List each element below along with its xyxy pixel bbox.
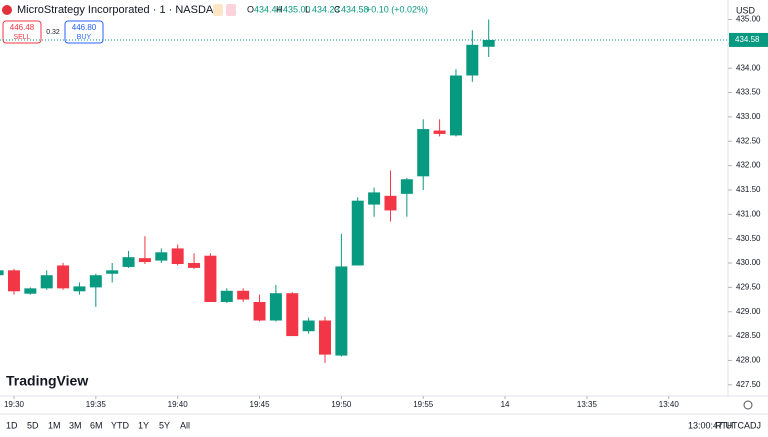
buy-button[interactable] [64,20,104,44]
candle-body [89,275,102,288]
ohlc-value: 434.23 [312,4,340,14]
candle-body [319,320,331,355]
ohlc-label: L [305,4,310,14]
candle-body [40,275,53,289]
price-label: 434.58 [735,35,760,44]
range-button[interactable]: All [180,420,190,430]
badge [213,4,223,16]
y-tick-label: 427.50 [736,380,761,389]
range-button[interactable]: 1D [6,420,18,430]
currency[interactable]: USD [736,5,756,15]
price-tag [729,32,768,47]
y-tick-label: 432.50 [736,136,761,145]
y-tick-label: 430.00 [736,258,761,267]
x-tick-label: 19:55 [413,400,434,409]
candle-body [188,263,201,268]
candle-body [286,293,299,337]
y-tick-label: 428.50 [736,331,761,340]
candle-body [449,75,462,136]
candle-body [7,270,20,292]
sell-price: 446.48 [10,23,35,32]
candle-body [433,130,446,134]
candle-body [106,270,119,274]
candle-body [482,39,495,47]
adj[interactable]: ADJ [744,420,761,430]
candle-body [368,192,381,205]
y-tick-label: 433.50 [736,88,761,97]
y-tick-label: 431.00 [736,209,761,218]
candle-body [122,257,135,267]
ohlc-value: 435.00 [283,4,311,14]
x-tick-label: 19:45 [250,400,271,409]
candle-body [384,195,397,211]
clock: 13:00:47 UTC [688,420,745,430]
range-button[interactable]: 1Y [138,420,149,430]
ohlc-label: C [334,4,341,14]
range-button[interactable]: 1M [48,420,61,430]
range-button[interactable]: 3M [69,420,82,430]
candle-body [73,286,86,292]
y-tick-label: 430.50 [736,234,761,243]
symbol: MicroStrategy Incorporated · 1 · NASDAQ [17,4,222,16]
ohlc-label: O [247,4,254,14]
buy-label: BUY [77,34,92,41]
y-tick-label: 435.00 [736,15,761,24]
y-tick-label: 433.00 [736,112,761,121]
x-tick-label: 14 [501,400,510,409]
symbol-icon [2,5,12,15]
candle-body [400,179,413,194]
candle-body [204,255,217,302]
candle-body [138,258,151,263]
buy-price: 446.80 [72,23,97,32]
y-tick-label: 432.00 [736,161,761,170]
candle-body [351,200,364,266]
x-tick-label: 13:35 [577,400,598,409]
sell-label: SELL [13,34,30,41]
candle-body [466,44,479,76]
y-tick-label: 429.50 [736,282,761,291]
candle-body [302,320,315,332]
candle-body [253,301,266,321]
range-button[interactable]: 6M [90,420,103,430]
logo: TradingView [6,373,88,389]
badge [226,4,236,16]
candle-body [155,252,168,261]
candle-body [57,265,70,289]
y-tick-label: 431.50 [736,185,761,194]
rth[interactable]: RTH [715,420,733,430]
range-button[interactable]: 5Y [159,420,170,430]
y-tick-label: 429.00 [736,307,761,316]
range-button[interactable]: YTD [111,420,130,430]
x-tick-label: 13:40 [659,400,680,409]
ohlc-value: 434.58 [341,4,369,14]
candle-body [0,270,4,276]
y-tick-label: 428.00 [736,356,761,365]
x-tick-label: 19:30 [4,400,25,409]
candle-body [220,290,233,302]
ohlc-value: 434.44 [254,4,282,14]
x-tick-label: 19:35 [86,400,107,409]
candle-body [24,288,37,294]
candle-body [269,293,282,321]
sell-button[interactable] [2,20,42,44]
candle-body [171,248,184,264]
change: +0.10 (+0.02%) [366,4,428,14]
candle-body [417,129,430,177]
range-button[interactable]: 5D [27,420,39,430]
x-tick-label: 19:40 [168,400,189,409]
spread: 0.32 [46,29,60,36]
candle-body [237,290,250,300]
y-tick-label: 434.00 [736,63,761,72]
ohlc-label: H [276,4,283,14]
x-tick-label: 19:50 [331,400,352,409]
settings-icon[interactable] [743,400,753,410]
candle-body [335,266,348,356]
